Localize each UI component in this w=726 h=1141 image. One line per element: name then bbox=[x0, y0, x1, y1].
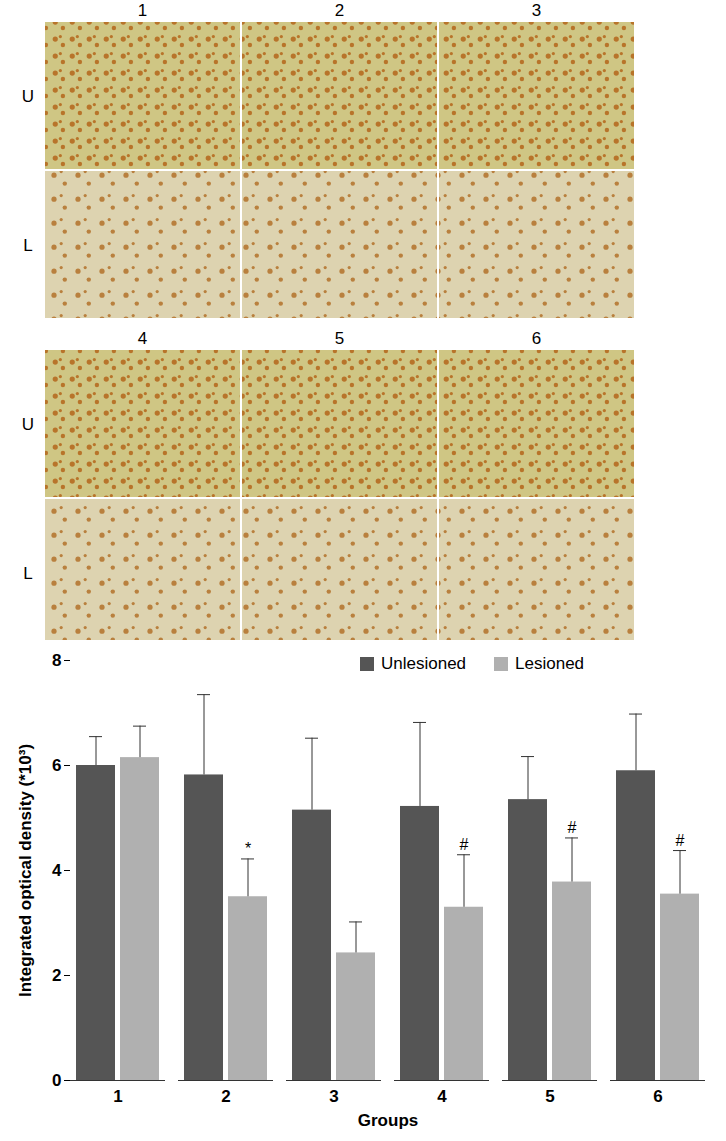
svg-text:Groups: Groups bbox=[358, 1111, 418, 1130]
svg-text:1: 1 bbox=[113, 1087, 122, 1106]
svg-text:L: L bbox=[23, 564, 32, 583]
svg-text:4: 4 bbox=[437, 1087, 447, 1106]
svg-text:6: 6 bbox=[653, 1087, 662, 1106]
svg-text:6: 6 bbox=[532, 329, 541, 348]
svg-text:*: * bbox=[245, 840, 251, 857]
svg-text:3: 3 bbox=[329, 1087, 338, 1106]
html-text:Lesioned: Lesioned bbox=[515, 654, 585, 673]
svg-text:L: L bbox=[23, 236, 32, 255]
svg-text:8: 8 bbox=[52, 651, 61, 670]
svg-text:3: 3 bbox=[532, 1, 541, 20]
svg-text:2: 2 bbox=[221, 1087, 230, 1106]
svg-text:1: 1 bbox=[138, 1, 147, 20]
svg-text:6: 6 bbox=[52, 756, 61, 775]
svg-text:2: 2 bbox=[335, 1, 344, 20]
svg-text:4: 4 bbox=[138, 329, 147, 348]
svg-text:5: 5 bbox=[335, 329, 344, 348]
svg-text:5: 5 bbox=[545, 1087, 554, 1106]
svg-text:#: # bbox=[676, 832, 685, 849]
svg-text:#: # bbox=[460, 836, 469, 853]
svg-text:2: 2 bbox=[52, 966, 61, 985]
html-text:Unlesioned: Unlesioned bbox=[381, 654, 467, 673]
svg-text:4: 4 bbox=[52, 861, 62, 880]
svg-text:Integrated optical density (*1: Integrated optical density (*10³) bbox=[16, 744, 35, 997]
svg-text:U: U bbox=[22, 87, 34, 106]
svg-text:#: # bbox=[568, 819, 577, 836]
svg-text:0: 0 bbox=[52, 1071, 61, 1090]
svg-text:U: U bbox=[22, 415, 34, 434]
